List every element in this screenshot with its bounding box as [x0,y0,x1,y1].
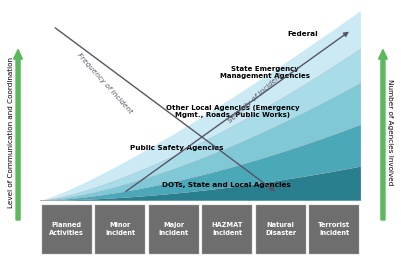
Text: Major
Incident: Major Incident [159,222,189,236]
Text: Frequency of Incident: Frequency of Incident [75,52,133,114]
FancyBboxPatch shape [42,205,92,254]
Polygon shape [40,83,361,201]
Text: Level of Communication and Coordination: Level of Communication and Coordination [8,56,14,208]
Text: HAZMAT
Incident: HAZMAT Incident [211,222,243,236]
Polygon shape [40,11,361,201]
Text: Public Safety Agencies: Public Safety Agencies [130,145,223,151]
FancyBboxPatch shape [149,205,199,254]
Polygon shape [40,125,361,201]
Polygon shape [40,167,361,201]
FancyBboxPatch shape [202,205,252,254]
Text: Other Local Agencies (Emergency
Mgmt., Roads, Public Works): Other Local Agencies (Emergency Mgmt., R… [166,105,300,118]
Text: Number of Agencies Involved: Number of Agencies Involved [387,79,393,185]
FancyBboxPatch shape [309,205,359,254]
Text: Severity of Incident: Severity of Incident [227,72,284,124]
Text: Natural
Disaster: Natural Disaster [265,222,296,236]
Text: Federal: Federal [288,31,318,37]
Text: State Emergency
Management Agencies: State Emergency Management Agencies [220,66,310,79]
FancyBboxPatch shape [95,205,146,254]
Text: Terrorist
Incident: Terrorist Incident [318,222,350,236]
Polygon shape [40,49,361,201]
FancyBboxPatch shape [255,205,306,254]
Text: Planned
Activities: Planned Activities [49,222,84,236]
Text: DOTs, State and Local Agencies: DOTs, State and Local Agencies [162,182,291,188]
Text: Minor
Incident: Minor Incident [105,222,136,236]
